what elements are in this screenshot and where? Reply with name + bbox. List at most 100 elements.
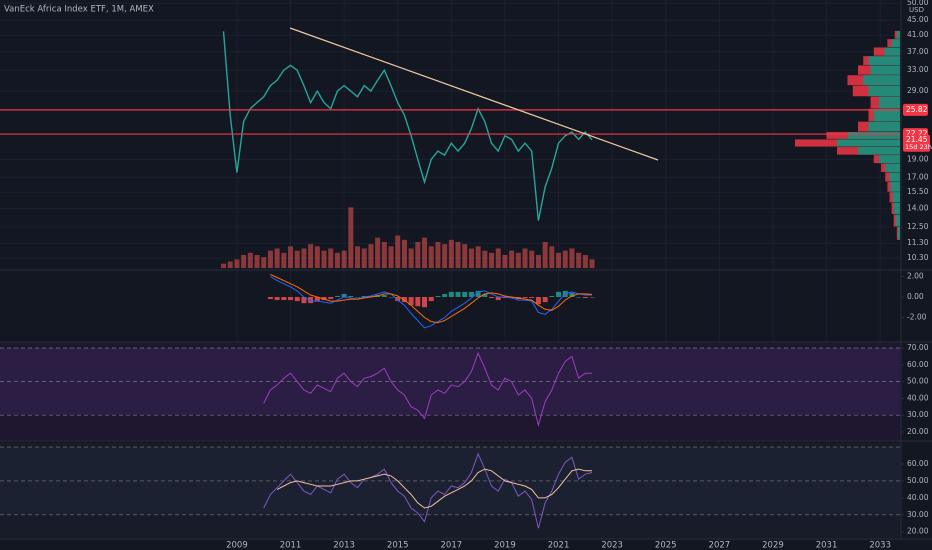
y-tick-label: 33.00: [907, 65, 929, 74]
volume-bar: [462, 244, 468, 268]
y-tick-label: 50.00: [907, 377, 929, 386]
macd-histogram-bar: [576, 297, 582, 298]
volume-profile-bar: [879, 96, 900, 109]
macd-histogram-bar: [288, 297, 294, 301]
volume-bar: [241, 255, 247, 268]
y-tick-label: 70.00: [907, 343, 929, 352]
volume-profile-bar: [891, 39, 900, 47]
volume-bar: [442, 244, 448, 268]
last-price-badge: [903, 134, 930, 152]
x-tick-label: 2019: [494, 541, 516, 550]
volume-bar: [294, 250, 300, 268]
volume-bar: [355, 246, 361, 268]
volume-bar: [535, 255, 541, 268]
volume-bar: [221, 263, 227, 268]
volume-profile-bar: [892, 192, 900, 203]
y-tick-label: 17.00: [907, 172, 929, 181]
y-tick-label: 30.00: [907, 410, 929, 419]
macd-histogram-bar: [294, 297, 300, 302]
y-tick-label: 50.00: [907, 476, 929, 485]
volume-bar: [495, 248, 501, 268]
y-tick-label: 20.00: [907, 427, 929, 436]
volume-bar: [388, 246, 394, 268]
macd-histogram-bar: [381, 294, 387, 298]
volume-profile-bar: [896, 30, 900, 39]
volume-bar: [267, 250, 273, 268]
macd-histogram-bar: [428, 297, 434, 302]
volume-bar: [247, 252, 253, 268]
volume-bar: [341, 250, 347, 268]
volume-bar: [582, 255, 588, 268]
volume-bar: [556, 252, 562, 268]
volume-profile-bar: [890, 182, 900, 192]
x-tick-label: 2025: [655, 541, 677, 550]
macd-histogram-bar: [482, 293, 488, 298]
volume-bar: [301, 248, 307, 268]
y-tick-label: 45.00: [907, 15, 929, 24]
x-tick-label: 2023: [601, 541, 623, 550]
y-tick-label: 29.00: [907, 86, 929, 95]
volume-bar: [288, 246, 294, 268]
volume-bar: [455, 242, 461, 268]
macd-histogram-bar: [301, 297, 307, 304]
x-tick-label: 2031: [816, 541, 838, 550]
y-tick-label: 14.00: [907, 204, 929, 213]
y-tick-label: 60.00: [907, 360, 929, 369]
macd-histogram-bar: [274, 297, 280, 301]
y-tick-label: 19.00: [907, 154, 929, 163]
y-tick-label: -2.00: [907, 313, 927, 322]
macd-histogram-bar: [582, 297, 588, 299]
y-tick-label: 50.00: [907, 0, 929, 7]
macd-histogram-bar: [569, 292, 575, 298]
macd-histogram-bar: [388, 297, 394, 298]
volume-profile-bar: [885, 163, 900, 173]
volume-bar: [334, 252, 340, 268]
macd-histogram-bar: [314, 297, 320, 302]
volume-bar: [422, 237, 428, 268]
macd-histogram-bar: [556, 291, 562, 298]
x-tick-label: 2017: [441, 541, 463, 550]
volume-bar: [328, 248, 334, 268]
macd-histogram-bar: [522, 297, 528, 299]
volume-profile-bar: [884, 47, 900, 56]
x-tick-label: 2021: [548, 541, 570, 550]
volume-bar: [589, 259, 595, 268]
y-tick-label: 60.00: [907, 459, 929, 468]
volume-bar: [227, 261, 233, 268]
macd-histogram-bar: [542, 297, 548, 303]
volume-bar: [415, 242, 421, 268]
x-tick-label: 2009: [226, 541, 248, 550]
volume-bar: [522, 248, 528, 268]
macd-histogram-bar: [435, 295, 441, 298]
y-tick-label: 30.00: [907, 510, 929, 519]
macd-histogram-bar: [422, 297, 428, 308]
volume-bar: [375, 237, 381, 268]
macd-histogram-bar: [355, 297, 361, 298]
macd-histogram-bar: [495, 297, 501, 301]
macd-histogram-bar: [448, 291, 454, 298]
macd-histogram-bar: [502, 297, 508, 299]
y-tick-label: 11.30: [907, 238, 929, 247]
volume-profile-bar: [873, 108, 900, 122]
series-line: [270, 274, 593, 324]
x-tick-label: 2013: [333, 541, 355, 550]
macd-histogram-bar: [408, 297, 414, 306]
macd-histogram-bar: [549, 295, 555, 298]
macd-histogram-bar: [415, 297, 421, 307]
y-tick-label: 20.00: [907, 527, 929, 536]
volume-bar: [314, 246, 320, 268]
volume-bar: [509, 250, 515, 268]
y-tick-label: 12.50: [907, 222, 929, 231]
macd-histogram-bar: [462, 291, 468, 298]
macd-histogram-bar: [535, 297, 541, 305]
volume-bar: [428, 246, 434, 268]
volume-bar: [562, 250, 568, 268]
y-tick-label: 41.00: [907, 30, 929, 39]
macd-histogram-bar: [267, 297, 273, 300]
volume-bar: [482, 250, 488, 268]
volume-bar: [401, 239, 407, 268]
y-tick-label: 40.00: [907, 493, 929, 502]
macd-histogram-bar: [348, 295, 354, 298]
volume-bar: [234, 259, 240, 268]
